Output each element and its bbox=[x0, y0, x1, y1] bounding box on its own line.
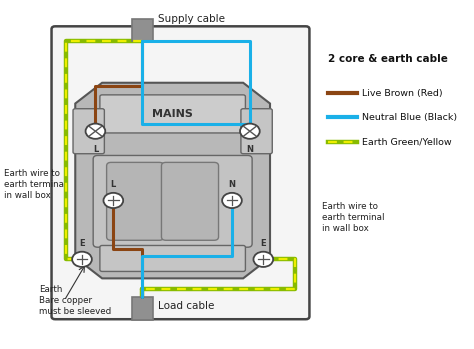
FancyBboxPatch shape bbox=[73, 109, 104, 154]
Text: N: N bbox=[228, 180, 236, 189]
Text: Earth wire to
earth terminal
in wall box: Earth wire to earth terminal in wall box bbox=[4, 169, 66, 200]
Text: L: L bbox=[93, 145, 98, 154]
Circle shape bbox=[254, 252, 273, 267]
Polygon shape bbox=[75, 83, 270, 279]
FancyBboxPatch shape bbox=[93, 155, 252, 247]
Text: E: E bbox=[261, 239, 266, 247]
Text: N: N bbox=[246, 145, 254, 154]
FancyBboxPatch shape bbox=[162, 162, 219, 240]
Text: Earth Green/Yellow: Earth Green/Yellow bbox=[362, 137, 451, 146]
FancyBboxPatch shape bbox=[100, 245, 246, 272]
Text: E: E bbox=[79, 239, 85, 247]
Text: Load cable: Load cable bbox=[158, 301, 214, 311]
Text: Supply cable: Supply cable bbox=[158, 14, 225, 24]
Text: Earth
Bare copper
must be sleeved: Earth Bare copper must be sleeved bbox=[39, 285, 112, 317]
Text: Neutral Blue (Black): Neutral Blue (Black) bbox=[362, 113, 457, 122]
FancyBboxPatch shape bbox=[52, 26, 310, 319]
FancyBboxPatch shape bbox=[241, 109, 272, 154]
Bar bbox=[132, 19, 153, 41]
Circle shape bbox=[86, 124, 105, 139]
Text: Earth wire to
earth terminal
in wall box: Earth wire to earth terminal in wall box bbox=[321, 202, 384, 233]
Text: 2 core & earth cable: 2 core & earth cable bbox=[328, 54, 448, 64]
Bar bbox=[132, 297, 153, 320]
Circle shape bbox=[103, 193, 123, 208]
Circle shape bbox=[222, 193, 242, 208]
Text: L: L bbox=[111, 180, 116, 189]
Circle shape bbox=[72, 252, 92, 267]
Text: MAINS: MAINS bbox=[152, 109, 193, 119]
Text: Live Brown (Red): Live Brown (Red) bbox=[362, 89, 442, 98]
Circle shape bbox=[240, 124, 260, 139]
FancyBboxPatch shape bbox=[107, 162, 164, 240]
FancyBboxPatch shape bbox=[100, 95, 246, 133]
